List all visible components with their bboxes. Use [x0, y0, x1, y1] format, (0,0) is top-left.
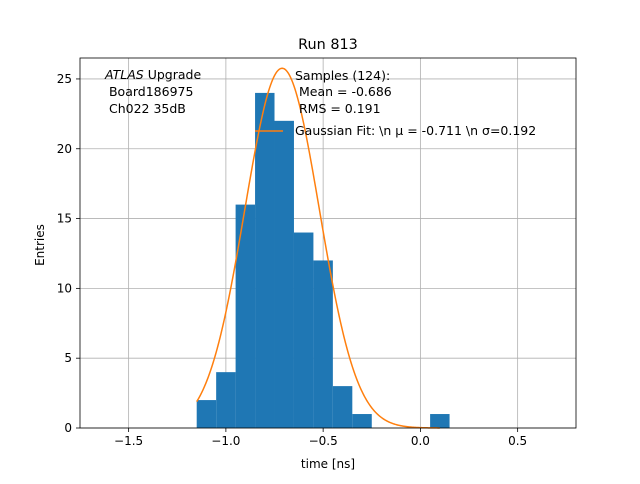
x-axis-label: time [ns] [301, 457, 355, 471]
tick-marks: −1.5 −1.0 −0.5 0.0 0.5 0 5 10 15 20 25 [57, 72, 527, 448]
board-text: Board186975 [105, 84, 193, 99]
channel-text: Ch022 35dB [105, 101, 186, 116]
x-tick-label: 0.0 [411, 434, 430, 448]
x-tick-label: −1.5 [114, 434, 143, 448]
atlas-text: ATLAS [104, 67, 144, 82]
gaussian-fit-curve [196, 67, 440, 429]
histogram-bar [313, 260, 333, 428]
mean-text: Mean = -0.686 [295, 84, 392, 99]
stats-annotation: Samples (124): Mean = -0.686 RMS = 0.191 [295, 68, 392, 116]
histogram-bar [235, 204, 256, 428]
svg-text:ATLAS Upgrade: ATLAS Upgrade [104, 67, 201, 82]
x-tick-label: 0.5 [508, 434, 527, 448]
histogram-bar [216, 372, 236, 428]
upgrade-text: Upgrade [144, 67, 202, 82]
fit-curve-group [196, 67, 440, 429]
histogram-bar [274, 120, 294, 428]
legend: Gaussian Fit: \n μ = -0.711 \n σ=0.192 [255, 123, 536, 138]
histogram-bar [293, 232, 314, 428]
histogram-bar [430, 414, 450, 428]
chart-title: Run 813 [298, 37, 358, 53]
y-tick-label: 25 [57, 72, 72, 86]
rms-text: RMS = 0.191 [295, 101, 381, 116]
histogram-bar [352, 414, 372, 428]
y-tick-label: 10 [57, 281, 72, 295]
y-tick-label: 0 [64, 421, 72, 435]
y-tick-label: 20 [57, 142, 72, 156]
grid-lines [80, 58, 576, 429]
histogram-bar [332, 386, 353, 428]
samples-text: Samples (124): [295, 68, 390, 83]
atlas-annotation: ATLAS Upgrade Board186975 Ch022 35dB [104, 67, 201, 116]
x-tick-label: −1.0 [211, 434, 240, 448]
axes-frame [79, 57, 577, 429]
x-tick-label: −0.5 [309, 434, 338, 448]
legend-label: Gaussian Fit: \n μ = -0.711 \n σ=0.192 [295, 123, 536, 138]
histogram-bar [255, 92, 275, 428]
y-tick-label: 15 [57, 212, 72, 226]
histogram-bars [196, 92, 450, 428]
plot-frame [79, 57, 577, 429]
y-axis-label: Entries [33, 224, 47, 266]
histogram-bar [196, 400, 217, 428]
y-tick-label: 5 [64, 351, 72, 365]
